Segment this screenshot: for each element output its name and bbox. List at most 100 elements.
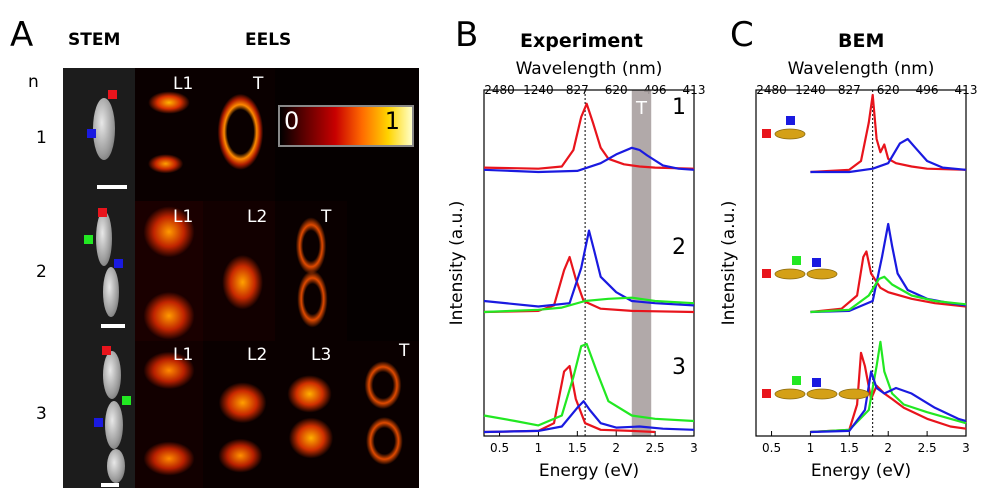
series-line-blue bbox=[483, 229, 695, 308]
group-label: 1 bbox=[672, 95, 686, 120]
beam-marker-red bbox=[762, 269, 771, 278]
x-tick-label: 3 bbox=[690, 441, 698, 455]
series-line-green bbox=[810, 340, 967, 434]
series-line-blue bbox=[483, 400, 695, 434]
eels-map-r3-l3: L3 bbox=[275, 341, 347, 488]
group-label: 2 bbox=[672, 235, 686, 260]
eels-map-r2-l2: L2 bbox=[203, 201, 275, 341]
series-line-red bbox=[810, 250, 967, 314]
x-tick-label: 2 bbox=[612, 441, 620, 455]
series-line-red bbox=[483, 364, 656, 434]
beam-marker-blue bbox=[786, 116, 795, 125]
eels-map-r2-t: T bbox=[275, 201, 347, 341]
series-line-red bbox=[483, 102, 695, 170]
eels-map-r1-t: T bbox=[203, 68, 275, 201]
map-label: L2 bbox=[247, 345, 268, 365]
x-tick-label: 2.5 bbox=[918, 441, 937, 455]
plot-frame bbox=[483, 89, 695, 437]
series-line-blue bbox=[483, 146, 695, 174]
beam-marker-green bbox=[792, 376, 801, 385]
scale-bar bbox=[97, 185, 127, 189]
top-axis-label: Wavelength (nm) bbox=[516, 59, 663, 79]
beam-marker-green bbox=[122, 396, 131, 405]
panel-c-letter: C bbox=[730, 15, 754, 55]
nanoparticle-rod bbox=[838, 388, 870, 400]
colorbar-min: 0 bbox=[284, 107, 300, 135]
top-axis-label: Wavelength (nm) bbox=[788, 59, 935, 79]
x-tick-label: 2.5 bbox=[646, 441, 665, 455]
beam-marker-green bbox=[792, 256, 801, 265]
map-label: T bbox=[321, 207, 332, 227]
eels-map-r2-l1: L1 bbox=[135, 201, 203, 341]
beam-marker-green bbox=[84, 235, 93, 244]
series-line-green bbox=[483, 342, 695, 427]
panel-a-letter: A bbox=[10, 15, 34, 55]
y-axis-label: Intensity (a.u.) bbox=[719, 201, 739, 326]
transverse-band bbox=[631, 90, 652, 436]
x-tick-label: 3 bbox=[962, 441, 970, 455]
map-label: L1 bbox=[173, 74, 194, 94]
stem-header: STEM bbox=[68, 30, 121, 50]
beam-marker-red bbox=[762, 389, 771, 398]
y-axis-label: Intensity (a.u.) bbox=[447, 201, 467, 326]
band-label: T bbox=[635, 98, 648, 119]
series-line-green bbox=[483, 296, 695, 314]
row-1-n: 1 bbox=[36, 128, 47, 148]
map-label: L1 bbox=[173, 207, 194, 227]
x-tick-label: 1.5 bbox=[840, 441, 859, 455]
eels-map-r3-l1: L1 bbox=[135, 341, 203, 488]
plot-frame bbox=[755, 89, 967, 437]
nanoparticle-rod bbox=[774, 388, 806, 400]
series-line-blue bbox=[810, 370, 967, 434]
nanoparticle-rod bbox=[806, 388, 838, 400]
colorbar: 0 1 bbox=[278, 105, 414, 147]
scale-bar bbox=[101, 324, 125, 328]
x-tick-label: 1 bbox=[535, 441, 543, 455]
x-tick-label: 2 bbox=[884, 441, 892, 455]
panel-b-letter: B bbox=[455, 15, 479, 55]
x-tick-label: 0.5 bbox=[762, 441, 781, 455]
nanoparticle-rod bbox=[774, 268, 806, 280]
eels-map-r3-t: T bbox=[347, 341, 419, 488]
series-line-blue bbox=[810, 137, 967, 174]
n-label: n bbox=[28, 72, 39, 92]
map-label: T bbox=[399, 341, 410, 361]
eels-header: EELS bbox=[245, 30, 292, 50]
panel-c-title: BEM bbox=[838, 30, 885, 52]
map-label: L2 bbox=[247, 207, 268, 227]
stem-image-2 bbox=[63, 201, 135, 341]
beam-marker-red bbox=[762, 129, 771, 138]
series-line-green bbox=[810, 275, 967, 314]
map-label: L1 bbox=[173, 345, 194, 365]
panel-b-title: Experiment bbox=[520, 30, 643, 52]
row-3-n: 3 bbox=[36, 404, 47, 424]
map-label: T bbox=[253, 74, 264, 94]
colorbar-max: 1 bbox=[384, 107, 400, 135]
beam-marker-blue bbox=[114, 259, 123, 268]
stem-image-1 bbox=[63, 68, 135, 201]
eels-map-r1-l1: L1 bbox=[135, 68, 203, 201]
series-line-red bbox=[810, 93, 967, 174]
x-axis-label: Energy (eV) bbox=[539, 461, 639, 481]
x-tick-label: 1 bbox=[807, 441, 815, 455]
beam-marker-red bbox=[108, 90, 117, 99]
x-axis-label: Energy (eV) bbox=[811, 461, 911, 481]
nanoparticle-rod bbox=[774, 128, 806, 140]
row-2-n: 2 bbox=[36, 262, 47, 282]
beam-marker-red bbox=[98, 208, 107, 217]
beam-marker-blue bbox=[812, 378, 821, 387]
x-tick-label: 1.5 bbox=[568, 441, 587, 455]
stem-image-3 bbox=[63, 341, 135, 488]
beam-marker-blue bbox=[812, 258, 821, 267]
map-label: L3 bbox=[311, 345, 332, 365]
series-line-blue bbox=[810, 222, 967, 314]
beam-marker-red bbox=[102, 346, 111, 355]
nanoparticle-rod bbox=[806, 268, 838, 280]
x-tick-label: 0.5 bbox=[490, 441, 509, 455]
group-label: 3 bbox=[672, 355, 686, 380]
eels-map-r3-l2: L2 bbox=[203, 341, 275, 488]
beam-marker-blue bbox=[87, 129, 96, 138]
scale-bar bbox=[101, 483, 119, 487]
